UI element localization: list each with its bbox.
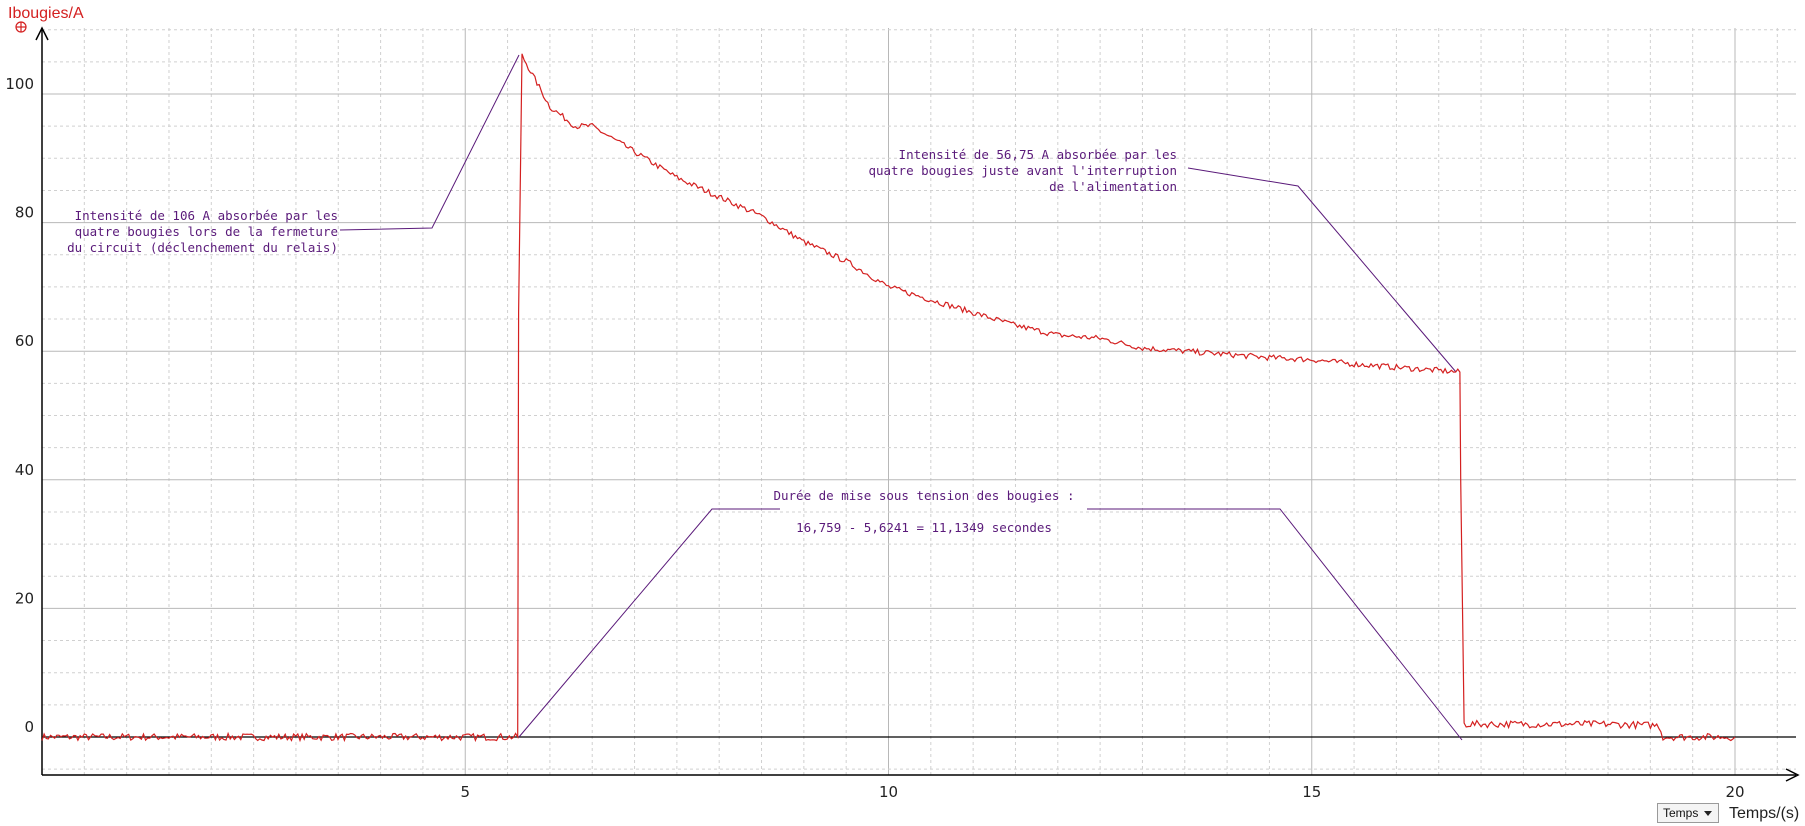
tick-labels: 5 10 15 20 0 20 40 60 80 100 [5,75,1744,801]
time-unit-dropdown[interactable]: Temps [1657,803,1719,823]
annotation-leader [339,54,520,231]
annotation-text: quatre bougies juste avant l'interruptio… [868,163,1177,178]
y-tick-label: 60 [15,332,34,350]
annotation-text: du circuit (déclenchement du relais) [67,240,338,255]
y-axis-label: Ibougies/A [8,5,84,22]
x-tick-label: 20 [1725,783,1744,801]
signal-line [41,53,1736,743]
x-axis-label: Temps/(s) [1729,805,1799,822]
annotation-text: Intensité de 56,75 A absorbée par les [899,147,1177,162]
crosshair-icon[interactable] [15,21,27,33]
y-tick-label: 0 [24,718,34,736]
series-layer [41,53,1736,743]
annotation-leader [1187,167,1457,373]
annotation-leaders [339,54,1463,741]
annotation-text: quatre bougies lors de la fermeture [75,224,338,239]
annotation-text: 16,759 - 5,6241 = 11,1349 secondes [796,520,1052,535]
y-tick-label: 80 [15,204,34,222]
axes [35,26,1800,782]
annotation-leader [1087,508,1463,741]
time-unit-value: Temps [1663,806,1699,820]
y-tick-label: 40 [15,461,34,479]
annotation-layer: Intensité de 106 A absorbée par lesquatr… [67,147,1177,535]
chevron-down-icon [1704,811,1712,816]
annotation-leader [518,508,780,738]
x-tick-label: 10 [879,783,898,801]
x-tick-label: 5 [460,783,470,801]
x-axis-arrow [1785,768,1800,782]
annotation-text: Intensité de 106 A absorbée par les [75,208,338,223]
x-tick-label: 15 [1302,783,1321,801]
y-tick-label: 100 [5,75,34,93]
annotation-text: de l'alimentation [1049,179,1177,194]
y-tick-label: 20 [15,589,34,607]
grid [42,28,1796,775]
annotation-text: Durée de mise sous tension des bougies : [773,488,1074,503]
y-axis-arrow [35,26,49,41]
